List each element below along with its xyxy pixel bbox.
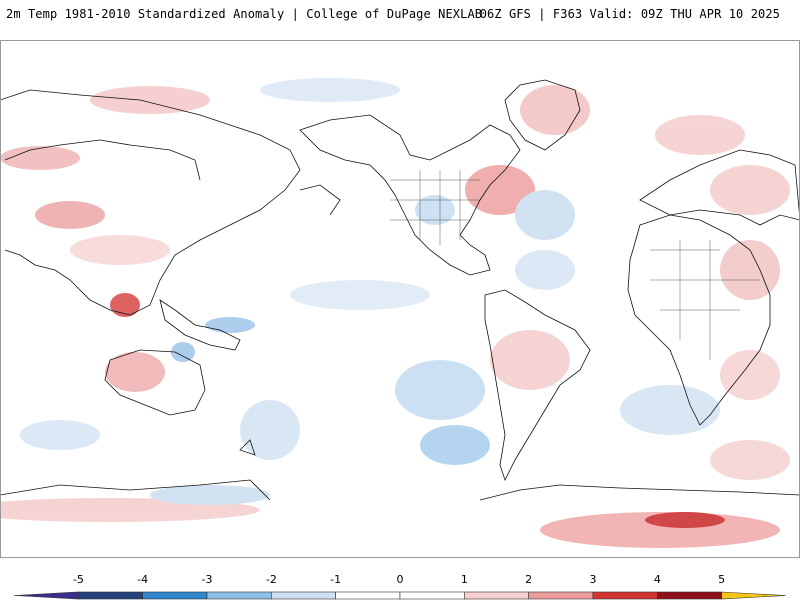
- colorbar-segment: [335, 591, 401, 600]
- colorbar-segment: [592, 591, 658, 600]
- colorbar-segment: [528, 591, 594, 600]
- colorbar-tick-label: 1: [460, 573, 468, 586]
- colorbar-tick-label: 5: [718, 573, 726, 586]
- colorbar-segment: [206, 591, 272, 600]
- model-valid-time: 06Z GFS | F363 Valid: 09Z THU APR 10 202…: [479, 7, 780, 21]
- colorbar-segment: [399, 591, 465, 600]
- colorbar-tick-label: -4: [137, 573, 149, 586]
- coastlines: [0, 79, 800, 501]
- colorbar: [13, 591, 787, 600]
- colorbar-tick-label: 4: [653, 573, 661, 586]
- colorbar-tick-label: 3: [589, 573, 597, 586]
- colorbar-tick-label: 0: [396, 573, 404, 586]
- anomaly-map: [0, 40, 800, 558]
- header: 2m Temp 1981-2010 Standardized Anomaly |…: [0, 0, 800, 40]
- map-title: 2m Temp 1981-2010 Standardized Anomaly |…: [6, 7, 483, 21]
- colorbar-segment: [657, 591, 722, 600]
- colorbar-segment: [464, 591, 529, 600]
- colorbar-segment: [78, 591, 143, 600]
- political-borders: [390, 170, 760, 360]
- colorbar-segment: [13, 591, 79, 600]
- colorbar-tick-label: -2: [265, 573, 277, 586]
- colorbar-tick-label: -5: [72, 573, 84, 586]
- colorbar-segment: [142, 591, 208, 600]
- colorbar-tick-label: 2: [525, 573, 533, 586]
- colorbar-segment: [271, 591, 336, 600]
- colorbar-tick-label: -1: [330, 573, 342, 586]
- colorbar-segment: [721, 591, 787, 600]
- colorbar-tick-label: -3: [201, 573, 213, 586]
